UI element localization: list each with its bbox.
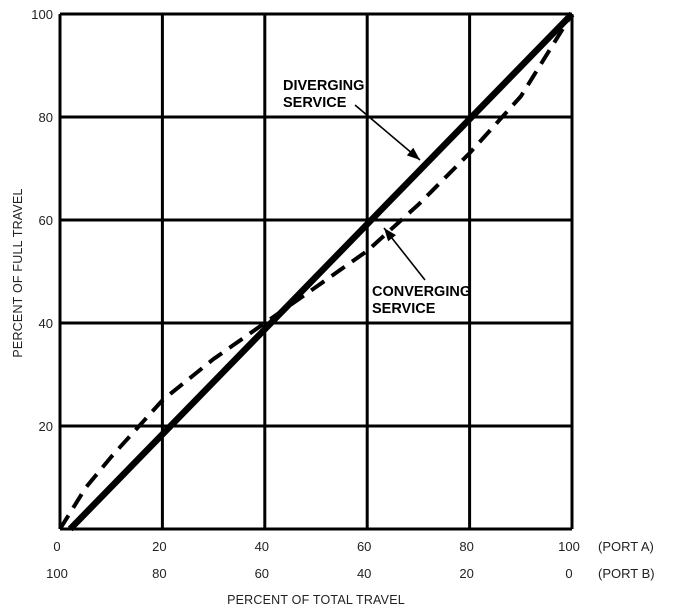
series-diverging-line: [67, 11, 575, 532]
x-tick-label-port-a: 100: [558, 539, 580, 554]
arrowhead-icon: [384, 228, 396, 242]
grid: [58, 12, 574, 531]
x-tick-label-port-a: 40: [255, 539, 269, 554]
tick-labels: 0 20 40 60 80 100 100 80 60 40 20 0 20 40 60 80 100: [31, 7, 580, 581]
x-tick-label-port-a: 60: [357, 539, 371, 554]
x-tick-label-port-b: 0: [565, 566, 572, 581]
y-tick-label: 60: [39, 213, 53, 228]
x-tick-label-port-b: 20: [459, 566, 473, 581]
annotation-converging: CONVERGING SERVICE: [372, 284, 471, 317]
annotation-diverging: DIVERGING SERVICE: [283, 78, 364, 111]
y-tick-label: 80: [39, 110, 53, 125]
x-tick-label-port-b: 100: [46, 566, 68, 581]
x-tick-label-port-a: 80: [459, 539, 473, 554]
x-axis-label: PERCENT OF TOTAL TRAVEL: [227, 593, 405, 607]
annotations: DIVERGING SERVICE CONVERGING SERVICE: [283, 78, 471, 317]
arrowhead-icon: [406, 147, 420, 160]
port-b-label: (PORT B): [598, 566, 655, 581]
port-a-label: (PORT A): [598, 539, 654, 554]
y-tick-label: 100: [31, 7, 53, 22]
x-tick-label-port-a: 20: [152, 539, 166, 554]
x-tick-label-port-b: 40: [357, 566, 371, 581]
series-layer: [58, 11, 575, 532]
x-tick-label-port-b: 80: [152, 566, 166, 581]
x-tick-label-port-b: 60: [255, 566, 269, 581]
annotation-leader-line: [354, 104, 421, 161]
y-tick-label: 20: [39, 419, 53, 434]
y-axis-label: PERCENT OF FULL TRAVEL: [11, 188, 25, 357]
y-tick-label: 40: [39, 316, 53, 331]
series-converging-line: [58, 12, 574, 531]
x-tick-label-port-a: 0: [53, 539, 60, 554]
